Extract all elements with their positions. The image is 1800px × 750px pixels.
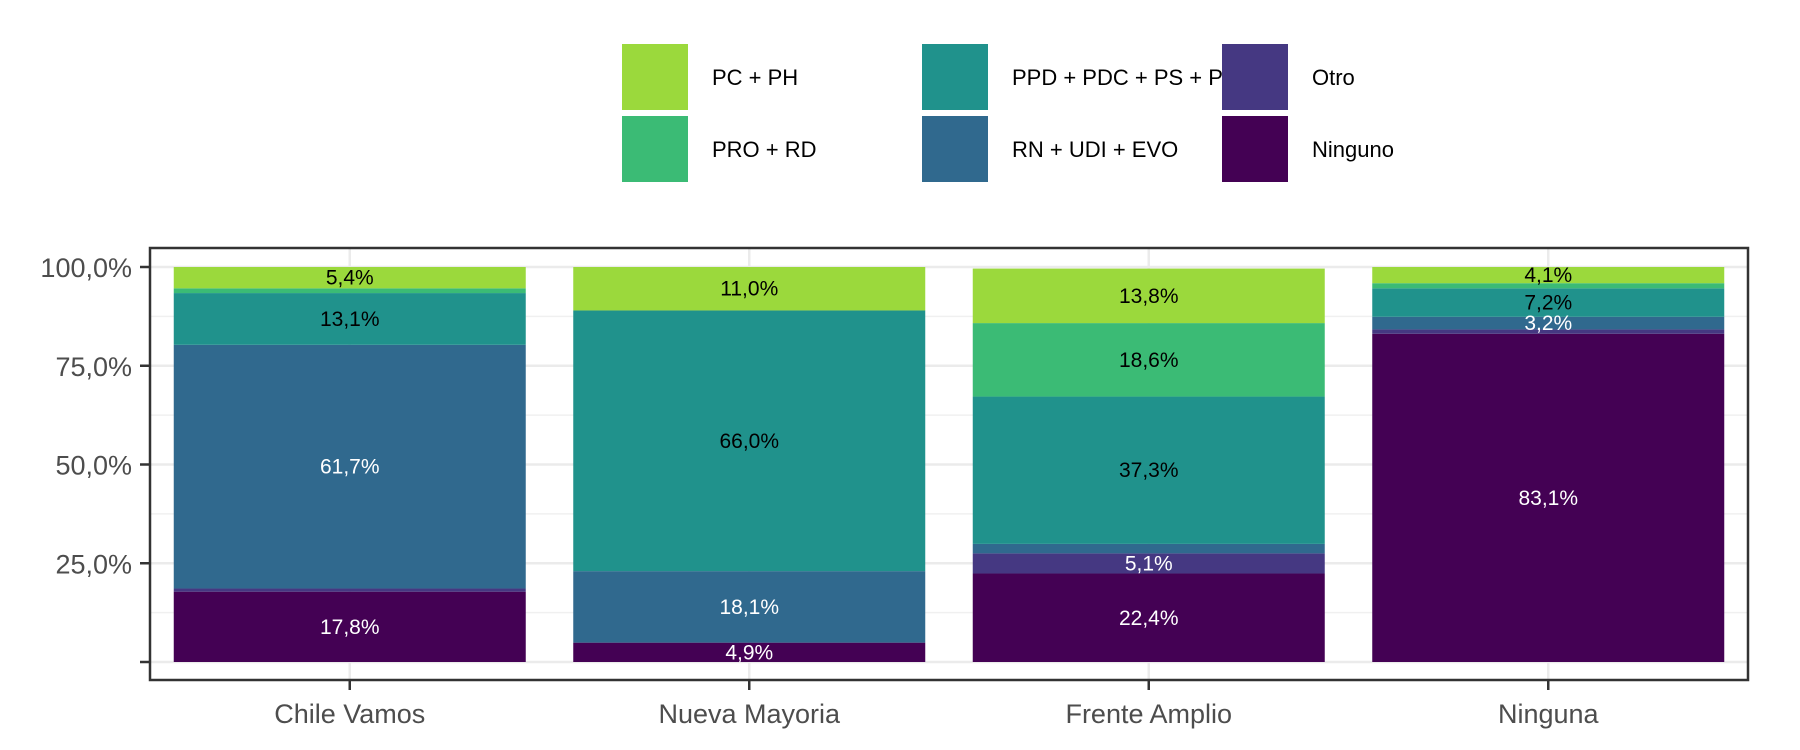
legend-label: RN + UDI + EVO [1012,137,1178,162]
data-label: 61,7% [320,456,380,479]
bar-segment-rn-udi-evo [573,571,926,643]
bar-segment-pro-rd [173,288,526,294]
legend-item-ninguno: Ninguno [1222,116,1394,182]
x-tick-label: Nueva Mayoria [658,699,841,729]
legend: PC + PH PRO + RD PPD + PDC + PS + PR RN + U… [622,44,1394,182]
x-tick-label: Frente Amplio [1065,699,1232,729]
legend-label: PC + PH [712,65,798,90]
legend-item-rn-udi-evo: RN + UDI + EVO [922,116,1178,182]
legend-key-ppd-pdc-ps-pr [922,44,988,110]
legend-key-ninguno [1222,116,1288,182]
legend-label: PRO + RD [712,137,817,162]
bar-segment-ninguno [573,642,926,662]
data-label: 7,2% [1524,292,1572,315]
bar-segment-pc-ph [173,267,526,289]
legend-key-pc-ph [622,44,688,110]
data-label: 11,0% [720,278,778,301]
y-tick-label: 50,0% [55,451,132,481]
legend-key-rn-udi-evo [922,116,988,182]
legend-item-otro: Otro [1222,44,1355,110]
legend-label: PPD + PDC + PS + PR [1012,65,1239,90]
x-tick-label: Chile Vamos [274,699,425,729]
data-label: 4,1% [1524,264,1572,287]
bar-segment-pc-ph [972,268,1325,324]
bar-segment-rn-udi-evo [972,543,1325,554]
bar-segment-rn-udi-evo [1372,316,1725,330]
x-tick-label: Ninguna [1498,699,1600,729]
y-tick-label: 100,0% [40,253,132,283]
y-tick-label: 75,0% [55,352,132,382]
bar-segment-ppd-pdc-ps-pr [1372,288,1725,317]
bar-segment-ppd-pdc-ps-pr [972,396,1325,544]
data-label: 17,8% [320,616,380,639]
data-label: 5,4% [326,267,374,290]
legend-item-pc-ph: PC + PH [622,44,798,110]
bar-segment-ninguno [972,573,1325,662]
bar-segment-pro-rd [1372,283,1725,289]
bar-segment-pc-ph [573,267,926,311]
bars [173,267,1725,662]
data-label: 18,6% [1119,349,1179,372]
data-label: 22,4% [1119,607,1179,630]
data-label: 83,1% [1518,487,1578,510]
bar-segment-ppd-pdc-ps-pr [573,310,926,572]
bar-segment-rn-udi-evo [173,344,526,589]
data-label: 18,1% [719,596,779,619]
legend-item-ppd-pdc-ps-pr: PPD + PDC + PS + PR [922,44,1239,110]
data-label: 13,8% [1119,285,1179,308]
bar-segment-ninguno [173,591,526,662]
data-label: 13,1% [320,308,380,331]
bar-segment-pc-ph [1372,267,1725,284]
legend-key-otro [1222,44,1288,110]
y-tick-label: 25,0% [55,549,132,579]
bar-segment-otro [1372,329,1725,334]
plot-area: 17,8% 61,7% 13,1% 5,4% 4,9% 18,1% 66,0% 11,0% 22… [40,246,1750,729]
bar-segment-ninguno [1372,333,1725,662]
legend-label: Otro [1312,65,1355,90]
data-label: 37,3% [1119,459,1179,482]
bar-segment-ppd-pdc-ps-pr [173,293,526,345]
legend-item-pro-rd: PRO + RD [622,116,817,182]
bar-labels: 17,8% 61,7% 13,1% 5,4% 4,9% 18,1% 66,0% 11,0% 22… [320,264,1578,664]
data-label: 5,1% [1125,552,1173,575]
bar-segment-otro [173,588,526,592]
legend-label: Ninguno [1312,137,1394,162]
data-label: 4,9% [725,641,773,664]
data-label: 66,0% [719,430,779,453]
legend-key-pro-rd [622,116,688,182]
data-label: 3,2% [1524,312,1572,335]
bar-segment-otro [972,553,1325,574]
bar-segment-pro-rd [972,323,1325,397]
